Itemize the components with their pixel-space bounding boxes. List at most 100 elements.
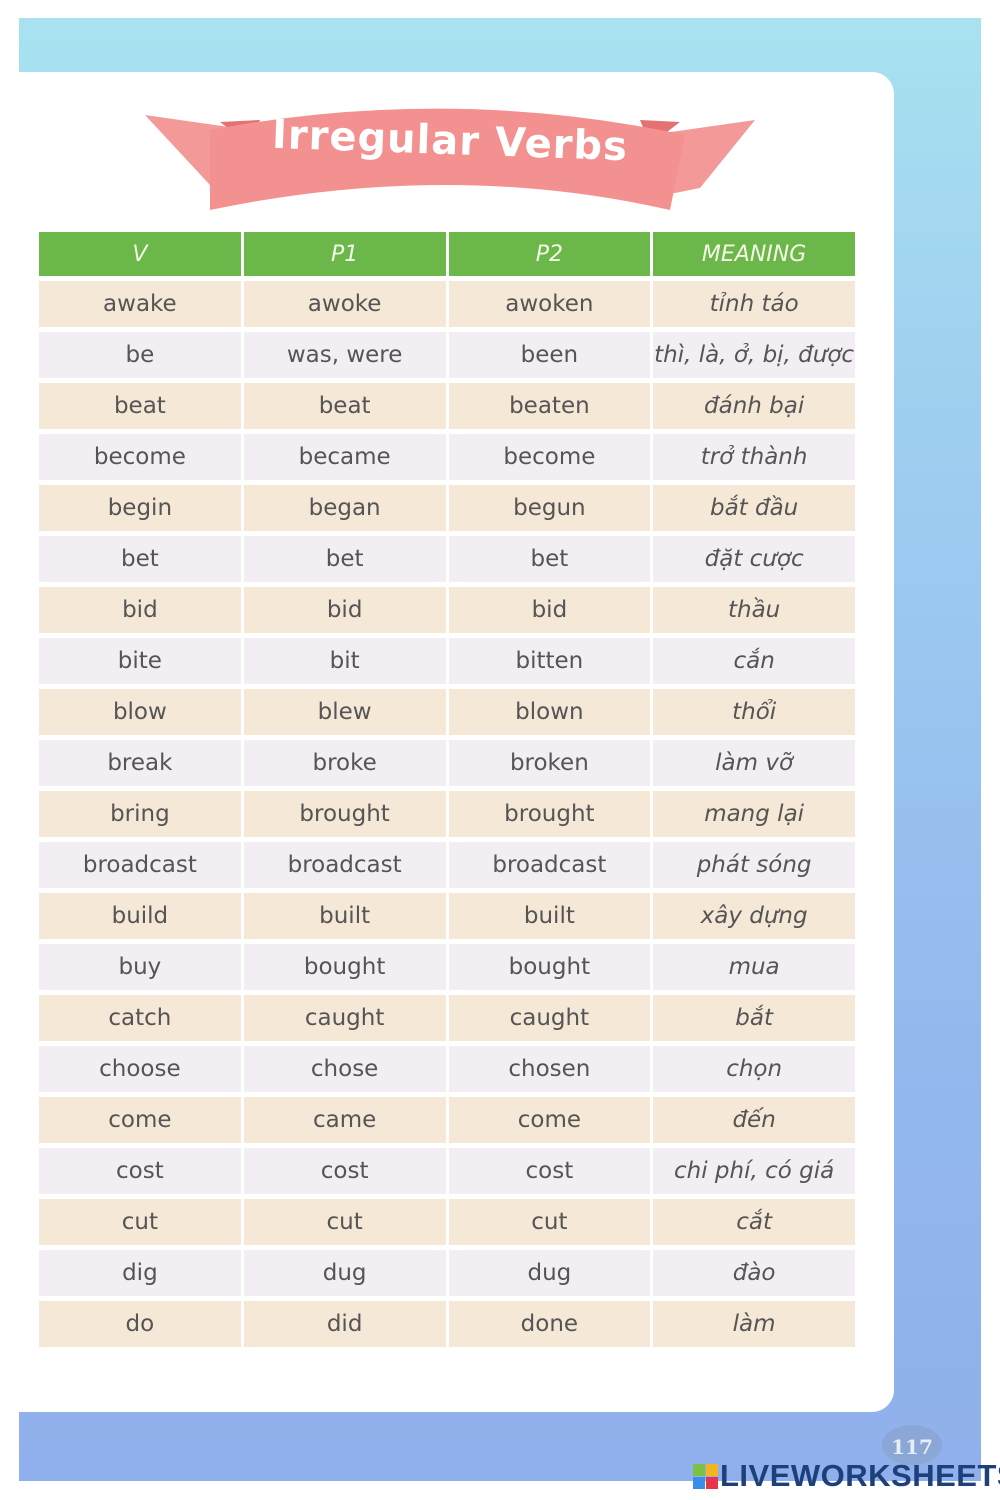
cell-verb-v: awake [39, 281, 241, 327]
cell-verb-p1: bought [243, 944, 446, 990]
table-row: awake awoke awoken tỉnh táo [39, 281, 855, 327]
cell-verb-p2: caught [448, 995, 651, 1041]
cell-verb-p2: been [448, 332, 651, 378]
cell-verb-v: do [39, 1301, 241, 1347]
cell-meaning: làm vỡ [653, 740, 855, 786]
cell-verb-p1: bit [243, 638, 446, 684]
cell-verb-v: bet [39, 536, 241, 582]
header-v: V [39, 232, 241, 276]
watermark-text: LIVEWORKSHEETS [720, 1458, 1000, 1493]
page-number: 117 [882, 1425, 942, 1465]
table-row: catch caught caught bắt [39, 995, 855, 1041]
cell-verb-p1: dug [243, 1250, 446, 1296]
cell-verb-p1: broadcast [243, 842, 446, 888]
table-row: bid bid bid thầu [39, 587, 855, 633]
cell-verb-p2: dug [448, 1250, 651, 1296]
cell-verb-p1: awoke [243, 281, 446, 327]
cell-verb-p1: beat [243, 383, 446, 429]
cell-meaning: thì, là, ở, bị, được [653, 332, 855, 378]
cell-verb-p1: brought [243, 791, 446, 837]
header-p2: P2 [448, 232, 651, 276]
table-row: bet bet bet đặt cược [39, 536, 855, 582]
table-row: come came come đến [39, 1097, 855, 1143]
table-row: begin began begun bắt đầu [39, 485, 855, 531]
cell-verb-p2: done [448, 1301, 651, 1347]
table-row: break broke broken làm vỡ [39, 740, 855, 786]
table-row: broadcast broadcast broadcast phát sóng [39, 842, 855, 888]
cell-verb-p1: broke [243, 740, 446, 786]
cell-meaning: cắn [653, 638, 855, 684]
header-p1: P1 [243, 232, 446, 276]
cell-meaning: trở thành [653, 434, 855, 480]
cell-verb-p1: blew [243, 689, 446, 735]
cell-meaning: làm [653, 1301, 855, 1347]
cell-verb-p1: cut [243, 1199, 446, 1245]
cell-verb-p2: chosen [448, 1046, 651, 1092]
table-header-row: V P1 P2 MEANING [39, 232, 855, 276]
cell-verb-v: bring [39, 791, 241, 837]
cell-verb-p2: bitten [448, 638, 651, 684]
cell-verb-p2: become [448, 434, 651, 480]
cell-meaning: đến [653, 1097, 855, 1143]
table-row: choose chose chosen chọn [39, 1046, 855, 1092]
cell-verb-p2: come [448, 1097, 651, 1143]
cell-verb-v: dig [39, 1250, 241, 1296]
cell-verb-p2: bet [448, 536, 651, 582]
cell-meaning: đánh bại [653, 383, 855, 429]
cell-verb-p2: broadcast [448, 842, 651, 888]
cell-verb-p2: broken [448, 740, 651, 786]
table-row: be was, were been thì, là, ở, bị, được [39, 332, 855, 378]
cell-verb-v: come [39, 1097, 241, 1143]
cell-meaning: bắt [653, 995, 855, 1041]
cell-verb-p1: was, were [243, 332, 446, 378]
cell-meaning: mua [653, 944, 855, 990]
cell-verb-v: cost [39, 1148, 241, 1194]
cell-meaning: thầu [653, 587, 855, 633]
cell-verb-p1: caught [243, 995, 446, 1041]
cell-verb-v: build [39, 893, 241, 939]
table-row: cost cost cost chi phí, có giá [39, 1148, 855, 1194]
cell-verb-p2: bought [448, 944, 651, 990]
irregular-verbs-table: V P1 P2 MEANING awake awoke awoken tỉnh táo… [36, 227, 858, 1352]
cell-verb-v: blow [39, 689, 241, 735]
cell-meaning: đặt cược [653, 536, 855, 582]
cell-verb-v: bite [39, 638, 241, 684]
ribbon-banner-icon [145, 108, 755, 210]
cell-verb-v: be [39, 332, 241, 378]
cell-meaning: tỉnh táo [653, 281, 855, 327]
cell-verb-p2: cut [448, 1199, 651, 1245]
cell-verb-p2: bid [448, 587, 651, 633]
cell-meaning: xây dựng [653, 893, 855, 939]
table-row: dig dug dug đào [39, 1250, 855, 1296]
cell-verb-p2: cost [448, 1148, 651, 1194]
cell-verb-v: choose [39, 1046, 241, 1092]
cell-verb-v: break [39, 740, 241, 786]
cell-verb-p2: blown [448, 689, 651, 735]
cell-verb-v: catch [39, 995, 241, 1041]
table-row: do did done làm [39, 1301, 855, 1347]
cell-verb-p1: bid [243, 587, 446, 633]
cell-verb-p2: awoken [448, 281, 651, 327]
cell-verb-p1: built [243, 893, 446, 939]
cell-verb-p2: built [448, 893, 651, 939]
cell-verb-v: buy [39, 944, 241, 990]
cell-verb-v: begin [39, 485, 241, 531]
liveworksheets-watermark: LIVEWORKSHEETS [693, 1458, 1000, 1494]
header-meaning: MEANING [653, 232, 855, 276]
cell-meaning: thổi [653, 689, 855, 735]
cell-verb-p2: brought [448, 791, 651, 837]
cell-verb-v: cut [39, 1199, 241, 1245]
cell-verb-p1: came [243, 1097, 446, 1143]
cell-verb-p1: bet [243, 536, 446, 582]
cell-verb-v: become [39, 434, 241, 480]
cell-verb-v: broadcast [39, 842, 241, 888]
cell-verb-v: beat [39, 383, 241, 429]
table-row: become became become trở thành [39, 434, 855, 480]
liveworksheets-logo-icon [693, 1463, 718, 1489]
cell-verb-p1: began [243, 485, 446, 531]
cell-verb-p2: begun [448, 485, 651, 531]
cell-verb-p2: beaten [448, 383, 651, 429]
cell-meaning: mang lại [653, 791, 855, 837]
cell-verb-p1: became [243, 434, 446, 480]
table-row: buy bought bought mua [39, 944, 855, 990]
